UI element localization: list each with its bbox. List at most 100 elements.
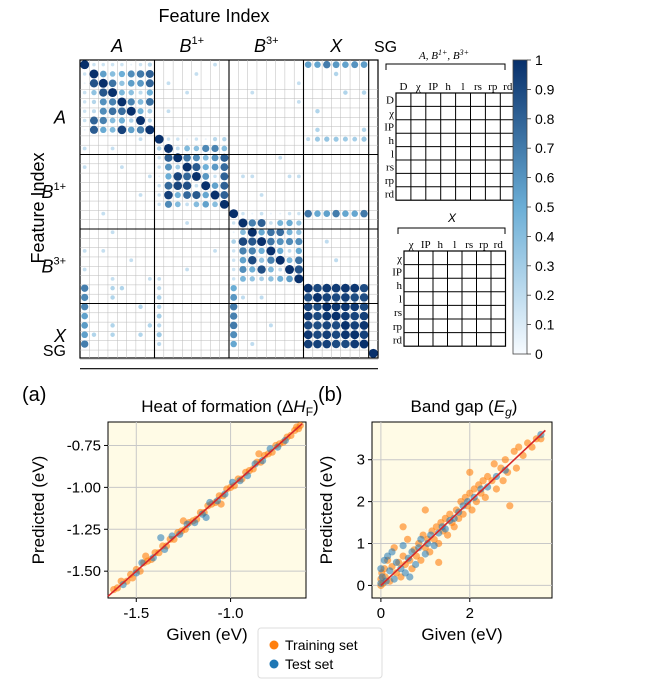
matrix-cell xyxy=(91,109,96,114)
matrix-cell xyxy=(251,212,254,215)
matrix-column-label: SG xyxy=(374,39,397,56)
matrix-cell xyxy=(295,247,303,255)
matrix-cell xyxy=(164,181,173,190)
matrix-cell xyxy=(154,134,164,144)
table-column-header: rs xyxy=(465,239,473,251)
matrix-cell xyxy=(165,173,172,180)
x-tick-label: -1.5 xyxy=(123,605,149,622)
colorbar-tick-label: 0.4 xyxy=(535,228,555,244)
matrix-cell xyxy=(183,172,192,181)
matrix-cell xyxy=(82,249,87,253)
table-row-header: rp xyxy=(393,321,403,333)
matrix-cell xyxy=(304,61,312,68)
colorbar-tick-label: 0.1 xyxy=(535,317,555,333)
matrix-cell xyxy=(229,312,238,320)
matrix-cell xyxy=(268,276,274,282)
matrix-cell xyxy=(359,283,369,293)
matrix-cell xyxy=(157,193,161,197)
matrix-cell xyxy=(136,70,145,78)
training-point xyxy=(512,464,521,472)
matrix-cell xyxy=(314,136,321,142)
matrix-cell xyxy=(145,125,155,135)
matrix-cell xyxy=(193,145,200,152)
matrix-cell xyxy=(296,220,302,226)
matrix-cell xyxy=(91,89,97,96)
matrix-cell xyxy=(110,146,115,151)
matrix-cell xyxy=(230,331,238,339)
training-point xyxy=(506,502,514,510)
test-point xyxy=(421,550,429,558)
colorbar-tick-label: 0.8 xyxy=(535,111,555,127)
matrix-cell xyxy=(322,283,332,293)
y-tick-label: 1 xyxy=(357,536,365,553)
matrix-cell xyxy=(331,283,341,293)
matrix-cell xyxy=(257,218,266,227)
test-point xyxy=(424,539,432,548)
legend: Training set Test set xyxy=(257,627,383,679)
test-point xyxy=(501,466,509,474)
matrix-cell xyxy=(268,323,273,328)
x-axis-label: Given (eV) xyxy=(166,625,247,644)
matrix-cell xyxy=(183,191,192,199)
matrix-cell xyxy=(238,237,248,246)
matrix-cell xyxy=(278,267,283,272)
matrix-cell xyxy=(304,209,312,218)
matrix-cell xyxy=(322,321,332,330)
matrix-cell xyxy=(220,163,229,171)
matrix-cell xyxy=(277,219,284,226)
matrix-cell xyxy=(322,302,332,312)
matrix-cell xyxy=(306,137,311,142)
matrix-cell xyxy=(118,107,126,116)
matrix-cell xyxy=(231,267,236,272)
matrix-cell xyxy=(324,239,329,244)
matrix-cell xyxy=(138,193,143,197)
matrix-cell xyxy=(294,265,304,274)
matrix-cell xyxy=(81,331,89,339)
matrix-cell xyxy=(296,174,301,179)
matrix-cell xyxy=(81,303,89,311)
matrix-cell xyxy=(351,210,358,217)
x-tick-label: 2 xyxy=(466,605,474,622)
matrix-cell xyxy=(231,277,236,281)
matrix-cell xyxy=(239,247,247,255)
matrix-cell xyxy=(267,266,274,273)
training-point xyxy=(501,456,509,464)
matrix-cell xyxy=(83,128,86,131)
table-row-header: D xyxy=(386,95,394,107)
matrix-cell xyxy=(145,79,154,88)
matrix-cell xyxy=(120,62,124,67)
table-column-header: l xyxy=(462,81,465,93)
matrix-cell xyxy=(248,237,257,246)
training-point xyxy=(421,506,429,514)
matrix-cell xyxy=(340,330,350,340)
colorbar-tick-label: 0.2 xyxy=(535,287,555,303)
matrix-cell xyxy=(166,137,171,141)
matrix-cell xyxy=(83,82,86,85)
matrix-cell xyxy=(101,211,106,216)
training-point xyxy=(432,523,440,531)
matrix-cell xyxy=(89,116,98,125)
test-point xyxy=(417,535,425,543)
matrix-cell xyxy=(239,256,247,264)
matrix-cell xyxy=(340,320,350,330)
matrix-cell xyxy=(138,62,143,67)
matrix-cell xyxy=(202,163,209,171)
test-point xyxy=(406,573,414,581)
matrix-cell xyxy=(241,174,245,179)
band-gap-plot: 0 2 0 1 2 3 Given (eV) Predicted (eV) xyxy=(317,421,553,644)
matrix-cell xyxy=(331,321,341,330)
training-point xyxy=(435,558,443,567)
test-point xyxy=(274,443,282,451)
matrix-cell xyxy=(211,163,219,171)
table-column-header: IP xyxy=(428,81,438,93)
matrix-cell xyxy=(341,283,350,293)
matrix-cell xyxy=(127,70,135,78)
matrix-cell xyxy=(99,88,108,97)
matrix-cell xyxy=(360,209,368,218)
matrix-cell xyxy=(278,155,283,160)
matrix-cell xyxy=(315,108,320,114)
test-point xyxy=(459,502,467,510)
matrix-cell xyxy=(201,181,211,191)
matrix-cell xyxy=(211,144,219,153)
matrix-cell xyxy=(231,239,236,244)
